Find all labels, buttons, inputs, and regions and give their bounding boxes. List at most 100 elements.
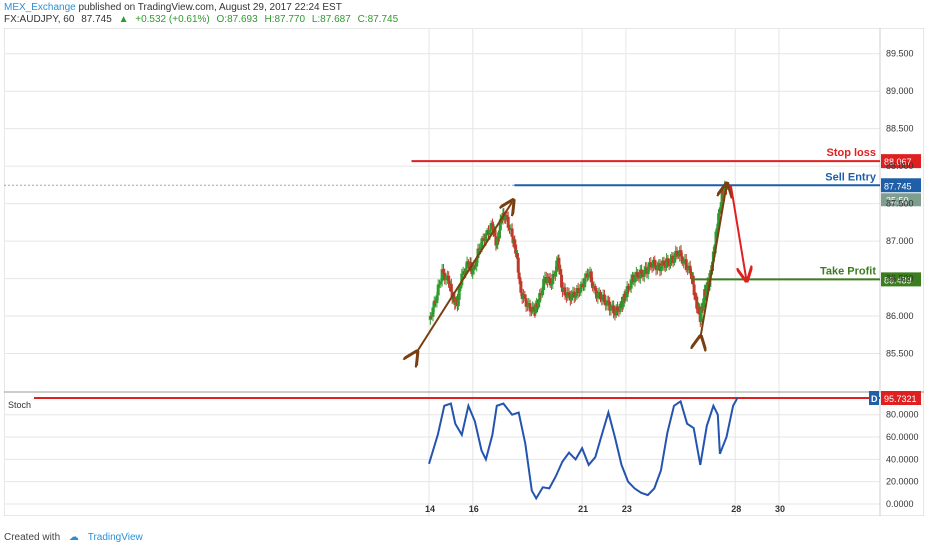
stoch-series-line (428, 397, 739, 501)
candle-body (574, 295, 578, 298)
candle-body (616, 306, 620, 311)
candle-body (684, 259, 688, 271)
candle-body (528, 303, 532, 312)
candle-body (688, 265, 692, 274)
stoch-tick-label: 80.0000 (886, 410, 919, 420)
countdown-badge (881, 193, 921, 207)
price-tick-label: 87.500 (886, 199, 914, 209)
candle-body (640, 269, 644, 275)
take-profit-price-text: 86.489 (884, 275, 912, 285)
candle-body (525, 305, 529, 307)
created-with-label: Created with (4, 532, 61, 543)
low-value: L:87.687 (311, 14, 351, 25)
candle-body (587, 273, 591, 278)
candle-body (555, 260, 559, 272)
candle-body (682, 260, 686, 264)
candle-body (519, 281, 523, 293)
stop-loss-price-text: 88.067 (884, 157, 912, 167)
candle-body (589, 271, 593, 283)
candle-body (659, 265, 663, 272)
candle-body (646, 267, 650, 275)
candle-body (551, 274, 555, 285)
candle-body (638, 269, 642, 279)
candle-body (593, 285, 597, 291)
up-triangle-icon: ▲ (118, 14, 129, 25)
candle-body (567, 292, 571, 296)
tradingview-link[interactable]: TradingView (87, 532, 143, 543)
publish-info: published on TradingView.com, August 29,… (78, 2, 342, 13)
time-tick-label: 23 (622, 504, 632, 514)
price-tick-label: 88.500 (886, 124, 914, 134)
author-link[interactable]: MEX_Exchange (4, 2, 76, 13)
candle-body (680, 256, 684, 264)
candle-body (662, 260, 666, 266)
stoch-title: Stoch (8, 400, 31, 410)
trend-arrow (700, 186, 726, 339)
candle-body (596, 293, 600, 299)
candle-body (628, 288, 632, 290)
annotations: Stop loss 88.067 Sell Entry 87.745 Take Prof… (4, 147, 921, 405)
candle-body (591, 282, 595, 289)
candle-body (523, 294, 527, 299)
price-tick-label: 85.500 (886, 349, 914, 359)
candle-body (633, 276, 637, 283)
candle-body (534, 304, 538, 314)
candle-body (665, 258, 669, 268)
candle-body (547, 276, 551, 279)
candle-body (516, 257, 520, 273)
candle-body (624, 297, 628, 299)
price-tick-label: 86.000 (886, 311, 914, 321)
countdown-text: 35:50 (886, 195, 909, 205)
candle-body (625, 286, 629, 298)
candle-body (609, 306, 613, 311)
candle-body (599, 292, 602, 300)
sell-entry-price-badge (881, 178, 921, 193)
candle-body (548, 278, 552, 286)
candle-body (536, 302, 540, 308)
time-tick-label: 28 (731, 504, 741, 514)
candle-body (686, 268, 690, 271)
candle-body (572, 291, 576, 298)
candle-body (612, 305, 616, 314)
stoch-tick-label: 60.0000 (886, 432, 919, 442)
stoch-tick-label: 20.0000 (886, 477, 919, 487)
symbol-line: FX:AUDJPY, 60 87.745 ▲ +0.532 (+0.61%) O… (4, 14, 402, 26)
candle-body (532, 306, 536, 312)
candle-body (669, 259, 672, 266)
take-profit-label: Take Profit (820, 265, 876, 277)
candle-body (540, 290, 544, 296)
stoch-grid (4, 414, 880, 505)
symbol-label: FX:AUDJPY, 60 (4, 14, 75, 25)
stoch-threshold-badge (881, 391, 921, 405)
candle-body (675, 250, 679, 255)
candle-body (553, 271, 557, 277)
candle-body (602, 294, 606, 303)
candle-body (546, 276, 550, 283)
candle-body (623, 293, 627, 299)
candle-body (618, 303, 622, 312)
price-tick-label: 89.000 (886, 86, 914, 96)
price-tick-label: 87.000 (886, 236, 914, 246)
high-value: H:87.770 (264, 14, 306, 25)
footer: Created with ☁ TradingView (4, 532, 143, 543)
price-tick-label: 89.500 (886, 49, 914, 59)
candle-body (636, 272, 640, 278)
stop-loss-price-badge (881, 154, 921, 169)
price-change: +0.532 (+0.61%) (135, 14, 210, 25)
publish-line: MEX_Exchange published on TradingView.co… (4, 2, 402, 14)
candle-body (608, 301, 612, 311)
candle-body (583, 277, 587, 288)
take-profit-price-badge (881, 272, 921, 287)
candle-body (642, 269, 646, 277)
candle-body (538, 293, 542, 303)
price-tick-label: 88.000 (886, 161, 914, 171)
time-tick-label: 16 (469, 504, 479, 514)
candle-body (518, 279, 522, 282)
candle-body (655, 265, 659, 271)
chart-area[interactable]: Stop loss 88.067 Sell Entry 87.745 Take Prof… (4, 28, 924, 516)
chart-header: MEX_Exchange published on TradingView.co… (4, 2, 402, 26)
candle-body (649, 262, 653, 267)
sell-entry-price-text: 87.745 (884, 181, 912, 191)
candle-body (679, 250, 683, 257)
time-tick-label: 21 (578, 504, 588, 514)
